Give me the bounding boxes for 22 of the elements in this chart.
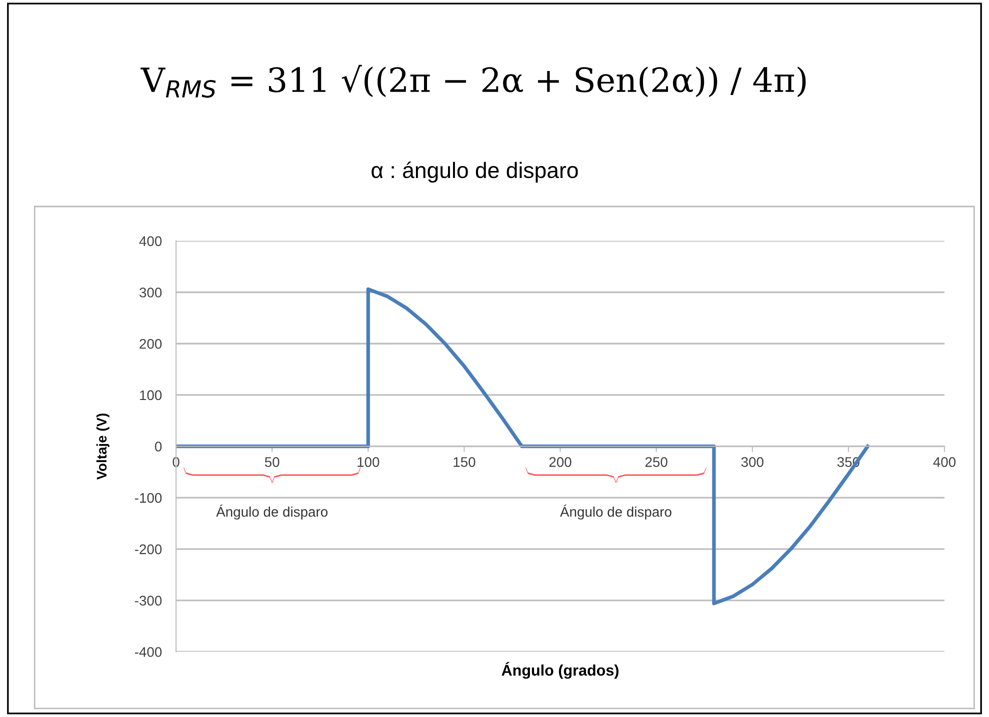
annotation: Ángulo de disparo bbox=[216, 504, 328, 520]
y-tick-label: -400 bbox=[134, 647, 162, 657]
y-axis-title: Voltaje (V) bbox=[96, 414, 110, 480]
x-tick-label: 50 bbox=[264, 457, 280, 467]
chart-subtitle: α : ángulo de disparo bbox=[372, 162, 578, 183]
chart-title: V$_{RMS}$ = 311 √((2π − 2α + Sen(2α)) / 4π) bbox=[140, 64, 806, 98]
y-tick-label: 200 bbox=[140, 338, 162, 349]
y-tick-label: 400 bbox=[139, 236, 162, 246]
y-tick-label: 100 bbox=[140, 390, 162, 400]
y-tick-label: 0 bbox=[154, 442, 162, 452]
x-tick-label: 250 bbox=[645, 457, 668, 467]
y-tick-label: -300 bbox=[134, 596, 162, 606]
x-axis-title: Ángulo (grados) bbox=[502, 662, 618, 679]
x-tick-label: 150 bbox=[454, 457, 476, 467]
y-tick-label: -200 bbox=[134, 544, 162, 554]
annotation: Ángulo de disparo bbox=[560, 504, 672, 520]
x-tick-label: 200 bbox=[549, 457, 572, 467]
x-tick-label: 300 bbox=[741, 457, 764, 467]
x-tick-label: 100 bbox=[358, 457, 380, 467]
y-tick-label: 300 bbox=[140, 288, 162, 298]
y-tick-label: -100 bbox=[134, 493, 162, 503]
x-tick-label: 400 bbox=[933, 457, 956, 467]
